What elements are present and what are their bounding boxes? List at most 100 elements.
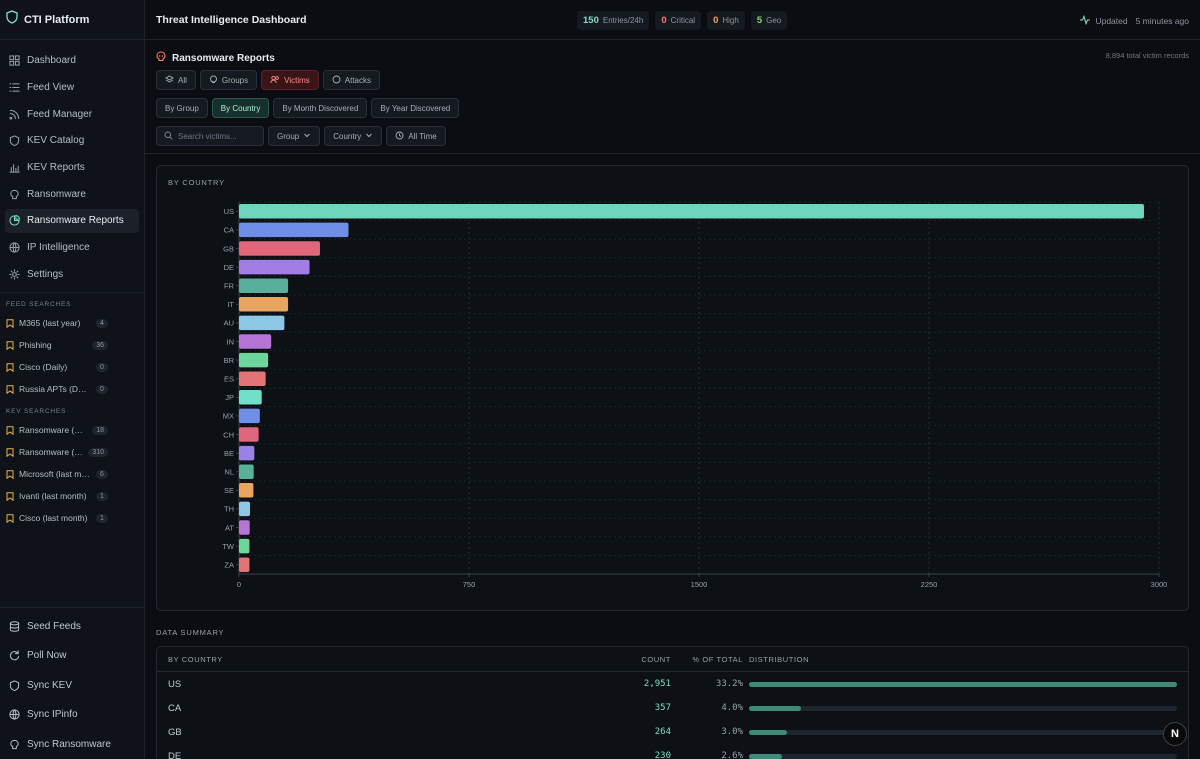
- count-badge: 18: [92, 425, 108, 435]
- saved-search-item[interactable]: Cisco (Daily) 0: [0, 356, 144, 378]
- search-input[interactable]: [178, 131, 258, 141]
- y-tick-label: US: [224, 207, 234, 216]
- sync-ipinfo-button[interactable]: Sync IPinfo: [0, 700, 145, 730]
- sidebar: CTI Platform Dashboard Feed View Feed Mana…: [0, 0, 145, 759]
- distribution-cell: [743, 681, 1188, 687]
- group-filter-dropdown[interactable]: Group: [268, 126, 321, 146]
- y-tick-label: TH: [224, 505, 234, 514]
- table-row[interactable]: US 2,951 33.2%: [157, 672, 1188, 696]
- table-row[interactable]: DE 230 2.6%: [157, 744, 1188, 759]
- sidebar-item-settings[interactable]: Settings: [5, 262, 139, 286]
- header-divider: [145, 153, 1200, 154]
- bar-ca: [239, 222, 349, 238]
- sidebar-item-kev-catalog[interactable]: KEV Catalog: [5, 129, 139, 153]
- app-title: CTI Platform: [24, 13, 90, 26]
- distribution-track: [749, 729, 1177, 735]
- x-tick-label: 750: [463, 580, 476, 589]
- skull-icon: [209, 75, 218, 86]
- saved-search-item[interactable]: M365 (last year) 4: [0, 312, 144, 334]
- saved-search-label: Microsoft (last mo...: [19, 469, 91, 480]
- col-dist-header: DISTRIBUTION: [749, 654, 810, 664]
- table-row[interactable]: GB 264 3.0%: [157, 720, 1188, 744]
- shield-logo-icon: [6, 10, 18, 29]
- col-pct-header[interactable]: % OF TOTAL: [692, 654, 743, 664]
- sync-ransomware-button[interactable]: Sync Ransomware: [0, 730, 145, 759]
- country-cell: CA: [168, 702, 182, 714]
- y-tick-label: JP: [225, 393, 234, 402]
- tab-by-month[interactable]: By Month Discovered: [273, 98, 368, 118]
- sidebar-item-kev-reports[interactable]: KEV Reports: [5, 155, 139, 179]
- page-title: Threat Intelligence Dashboard: [156, 13, 307, 26]
- count-cell: 2,951: [643, 679, 671, 689]
- saved-search-item[interactable]: Ransomware (Ye... 18: [0, 419, 144, 441]
- stat-geo: 5 Geo: [750, 11, 788, 30]
- count-cell: 264: [654, 727, 671, 737]
- sidebar-item-ransomware[interactable]: Ransomware: [5, 182, 139, 206]
- brand[interactable]: CTI Platform: [0, 0, 144, 40]
- layers-icon: [165, 74, 174, 86]
- tab-by-year[interactable]: By Year Discovered: [371, 98, 460, 118]
- sidebar-item-ip-intelligence[interactable]: IP Intelligence: [5, 236, 139, 260]
- stat-label: Entries/24h: [602, 16, 644, 25]
- sync-kev-button[interactable]: Sync KEV: [0, 671, 145, 701]
- topbar: Threat Intelligence Dashboard 150 Entries…: [145, 0, 1200, 40]
- main-content: Ransomware Reports 8,894 total victim re…: [145, 40, 1200, 759]
- y-tick-label: MX: [223, 412, 234, 421]
- sidebar-nav: Dashboard Feed View Feed Manager KEV Catalo…: [0, 40, 144, 286]
- sidebar-item-dashboard[interactable]: Dashboard: [5, 49, 139, 73]
- table-row[interactable]: CA 357 4.0%: [157, 696, 1188, 720]
- feed-searches-list: M365 (last year) 4 Phishing 36 Cisco (Daily)…: [0, 312, 144, 400]
- saved-search-item[interactable]: Microsoft (last mo... 6: [0, 463, 144, 485]
- time-filter-button[interactable]: All Time: [386, 126, 446, 146]
- y-tick-label: FR: [224, 282, 235, 291]
- tab-all[interactable]: All: [156, 70, 196, 90]
- tab-victims[interactable]: Victims: [261, 70, 319, 90]
- saved-search-item[interactable]: Cisco (last month) 1: [0, 507, 144, 529]
- clock-icon: [395, 131, 404, 142]
- group-by-tabs: By Group By Country By Month Discovered …: [156, 98, 460, 118]
- saved-search-label: Ivanti (last month): [19, 491, 87, 502]
- pct-cell: 4.0%: [721, 703, 743, 713]
- bar-chart: US CA GB DE FR IT AU IN BR ES JP MX CH BE NL SE TH AT TW ZA…: [222, 201, 1167, 589]
- poll-now-button[interactable]: Poll Now: [0, 641, 145, 671]
- sidebar-item-feed-manager[interactable]: Feed Manager: [5, 102, 139, 126]
- distribution-bar: [749, 681, 1177, 687]
- distribution-cell: [743, 729, 1188, 735]
- country-filter-dropdown[interactable]: Country: [324, 126, 383, 146]
- saved-search-label: Phishing: [19, 340, 52, 351]
- saved-search-item[interactable]: Ivanti (last month) 1: [0, 485, 144, 507]
- country-cell: GB: [168, 726, 182, 738]
- tab-by-country[interactable]: By Country: [211, 98, 270, 118]
- x-tick-label: 1500: [691, 580, 708, 589]
- tab-attacks[interactable]: Attacks: [322, 70, 380, 90]
- count-badge: 4: [96, 318, 108, 328]
- saved-search-item[interactable]: Ransomware (al... 310: [0, 441, 144, 463]
- col-count-header[interactable]: COUNT: [641, 654, 671, 664]
- chevron-down-icon: [303, 131, 311, 141]
- dashboard-icon: [9, 55, 20, 66]
- sidebar-item-feed-view[interactable]: Feed View: [5, 75, 139, 99]
- sidebar-item-label: KEV Catalog: [27, 135, 85, 147]
- report-header: Ransomware Reports: [156, 49, 275, 67]
- y-tick-label: IN: [227, 337, 235, 346]
- summary-label: DATA SUMMARY: [156, 628, 225, 637]
- pct-cell: 33.2%: [715, 679, 743, 689]
- search-icon: [164, 127, 173, 145]
- saved-search-item[interactable]: Russia APTs (Daily) 0: [0, 378, 144, 400]
- count-badge: 1: [96, 491, 108, 501]
- tab-groups[interactable]: Groups: [199, 70, 258, 90]
- count-badge: 0: [96, 384, 108, 394]
- distribution-bar: [749, 729, 788, 735]
- n-badge-button[interactable]: N: [1163, 722, 1187, 746]
- kev-searches-label: KEV SEARCHES: [6, 408, 67, 416]
- sidebar-item-ransomware-reports[interactable]: Ransomware Reports: [5, 208, 139, 233]
- bookmark-icon: [6, 362, 14, 372]
- stat-value: 5: [756, 15, 763, 26]
- saved-search-label: M365 (last year): [19, 318, 81, 329]
- seed-feeds-button[interactable]: Seed Feeds: [0, 612, 145, 642]
- saved-search-item[interactable]: Phishing 36: [0, 334, 144, 356]
- tab-by-group[interactable]: By Group: [156, 98, 208, 118]
- col-name-header[interactable]: BY COUNTRY: [168, 654, 223, 664]
- group-filter-label: Group: [277, 131, 300, 141]
